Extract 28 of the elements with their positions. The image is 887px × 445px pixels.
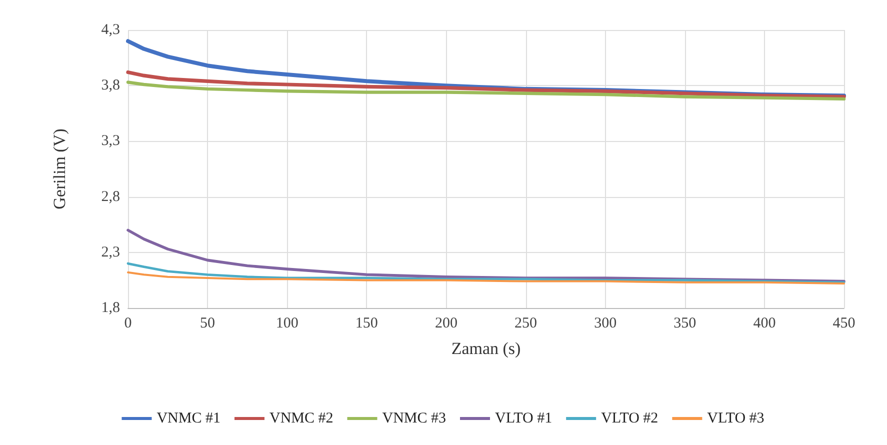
legend-label: VLTO #3 (707, 410, 764, 426)
legend-label: VNMC #3 (382, 410, 446, 426)
x-tick-label: 300 (594, 316, 617, 332)
y-tick-label: 3,3 (101, 133, 120, 150)
x-tick-label: 50 (200, 316, 216, 332)
x-tick-label: 250 (514, 316, 538, 332)
x-tick-label: 100 (276, 316, 298, 332)
x-axis-title: Zaman (s) (451, 339, 521, 358)
legend-label: VLTO #1 (495, 410, 552, 426)
legend-label: VLTO #2 (601, 410, 658, 426)
x-tick-label: 150 (355, 316, 378, 332)
line-series (126, 262, 846, 284)
y-tick-label: 2,3 (101, 244, 120, 260)
legend-label: VNMC #1 (156, 410, 220, 426)
y-tick-label: 1,8 (101, 300, 120, 316)
x-tick-label: 400 (753, 316, 776, 332)
legend-label: VNMC #2 (269, 410, 334, 426)
y-axis-title: Gerilim (V) (50, 128, 69, 210)
line-series (127, 271, 845, 285)
y-tick-label: 2,8 (101, 188, 120, 205)
x-tick-label: 0 (124, 316, 132, 332)
x-tick-label: 200 (434, 316, 458, 332)
x-tick-label: 450 (832, 316, 856, 332)
x-tick-label: 350 (674, 316, 696, 332)
y-tick-label: 3,8 (101, 78, 120, 94)
line-series (126, 80, 846, 101)
y-tick-label: 4,3 (101, 22, 120, 38)
line-series (126, 70, 846, 99)
